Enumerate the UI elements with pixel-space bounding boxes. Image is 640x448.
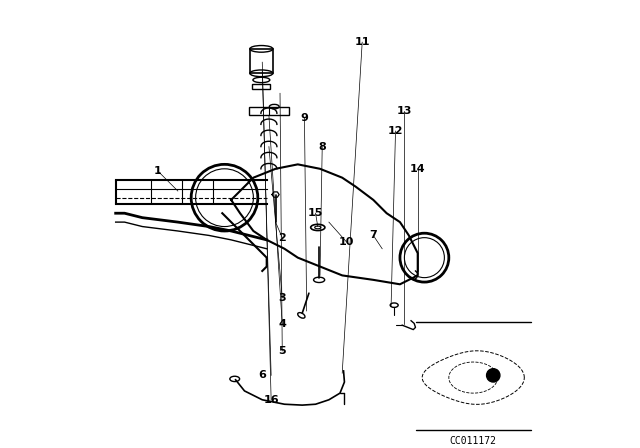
Text: 13: 13 — [397, 106, 412, 116]
Text: 15: 15 — [308, 208, 323, 218]
Text: CC011172: CC011172 — [450, 436, 497, 446]
Text: 14: 14 — [410, 164, 426, 174]
Text: 3: 3 — [278, 293, 286, 302]
Text: 8: 8 — [318, 142, 326, 151]
Text: 5: 5 — [278, 346, 286, 356]
Text: 6: 6 — [259, 370, 266, 380]
Text: 7: 7 — [369, 230, 377, 241]
Text: 9: 9 — [301, 113, 308, 123]
Bar — [253, 83, 270, 89]
Text: 16: 16 — [263, 395, 279, 405]
Text: 12: 12 — [388, 126, 403, 136]
Text: 10: 10 — [339, 237, 355, 247]
Text: 2: 2 — [278, 233, 286, 243]
Bar — [250, 49, 273, 73]
Text: 11: 11 — [355, 37, 370, 47]
Circle shape — [486, 369, 500, 382]
Text: 4: 4 — [278, 319, 286, 329]
Text: 1: 1 — [154, 166, 162, 176]
Bar — [249, 108, 289, 116]
